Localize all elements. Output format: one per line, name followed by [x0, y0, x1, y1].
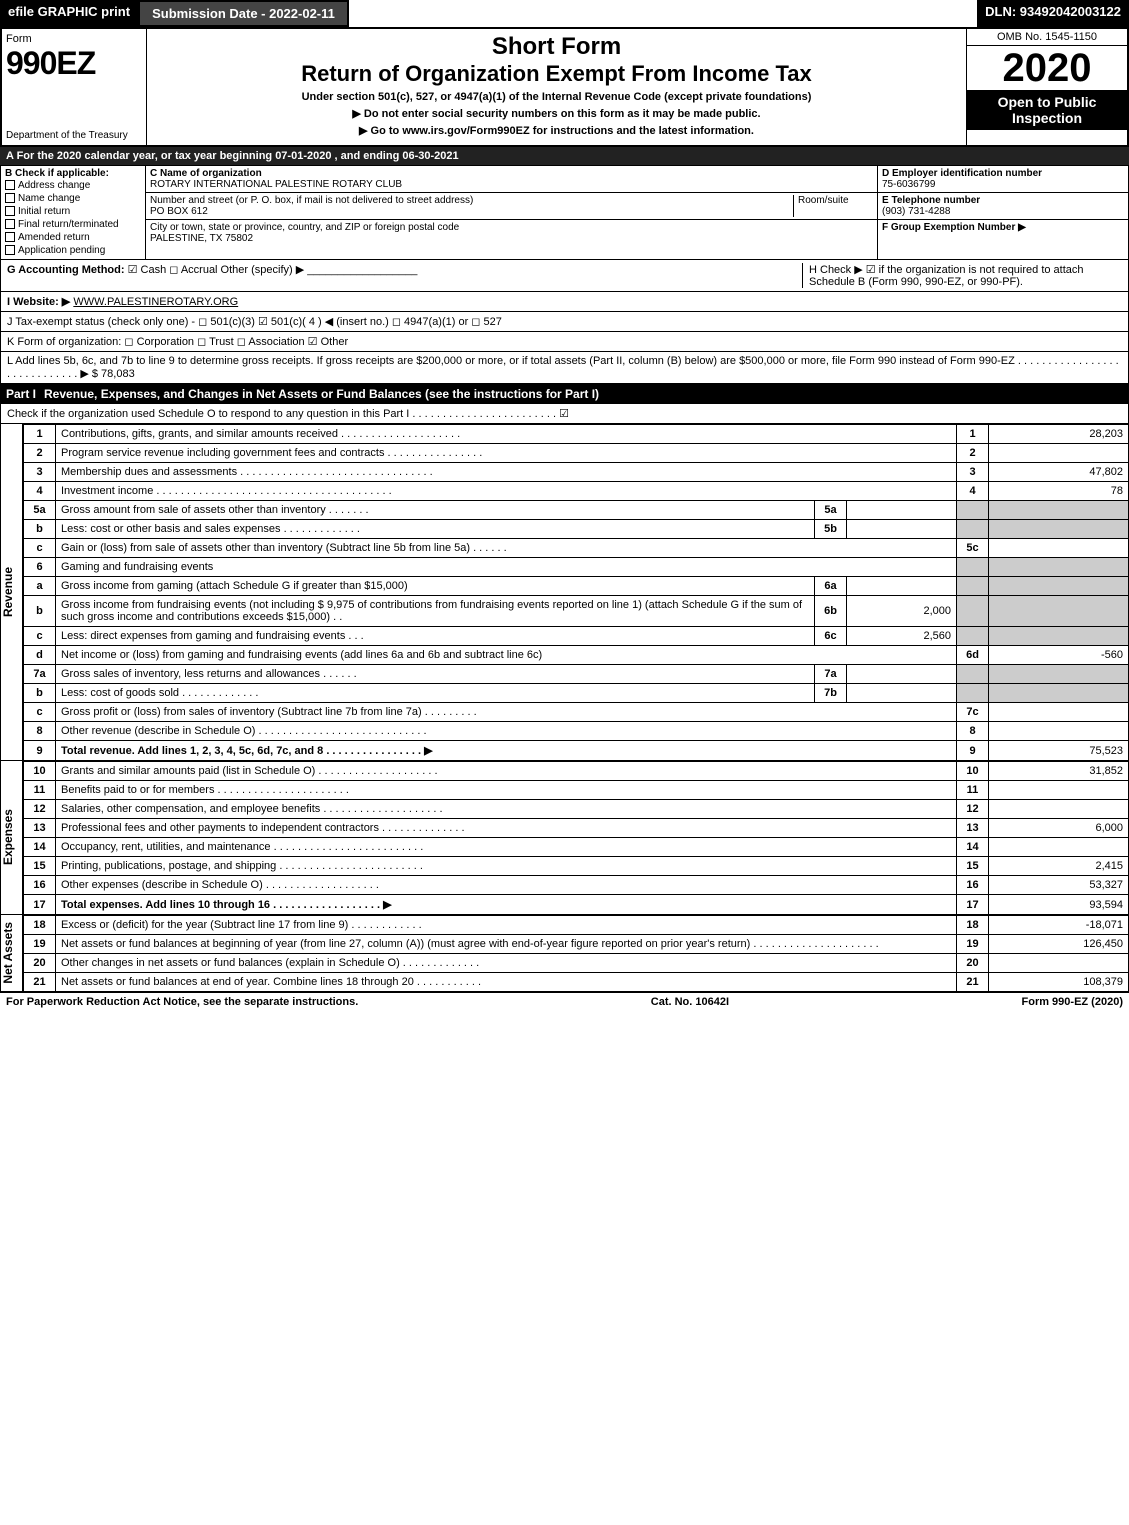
check-name-change[interactable]: Name change — [5, 192, 141, 205]
b-label: B Check if applicable: — [5, 168, 141, 179]
org-name: ROTARY INTERNATIONAL PALESTINE ROTARY CL… — [150, 179, 402, 190]
line-19: 19Net assets or fund balances at beginni… — [24, 935, 1129, 954]
top-bar: efile GRAPHIC print Submission Date - 20… — [0, 0, 1129, 27]
open-public: Open to Public Inspection — [967, 90, 1127, 130]
net-assets-side-label: Net Assets — [1, 915, 23, 992]
ein-value: 75-6036799 — [882, 179, 935, 190]
check-application-pending[interactable]: Application pending — [5, 244, 141, 257]
part-1-label: Part I — [6, 387, 44, 401]
line-3: 3Membership dues and assessments . . . .… — [24, 463, 1129, 482]
form-label: Form — [6, 33, 142, 45]
row-l: L Add lines 5b, 6c, and 7b to line 9 to … — [0, 352, 1129, 384]
part-1-title: Revenue, Expenses, and Changes in Net As… — [44, 387, 599, 401]
line-10: 10Grants and similar amounts paid (list … — [24, 762, 1129, 781]
line-14: 14Occupancy, rent, utilities, and mainte… — [24, 838, 1129, 857]
line-7b: bLess: cost of goods sold . . . . . . . … — [24, 684, 1129, 703]
col-c-org: C Name of organization ROTARY INTERNATIO… — [146, 166, 878, 259]
g-label: G Accounting Method: — [7, 264, 125, 276]
form-header: Form 990EZ Department of the Treasury Sh… — [0, 27, 1129, 147]
submission-date: Submission Date - 2022-02-11 — [138, 0, 349, 27]
line-8: 8Other revenue (describe in Schedule O) … — [24, 722, 1129, 741]
l-text: L Add lines 5b, 6c, and 7b to line 9 to … — [7, 355, 1119, 380]
line-7a: 7aGross sales of inventory, less returns… — [24, 665, 1129, 684]
line-6c: cLess: direct expenses from gaming and f… — [24, 627, 1129, 646]
phone-value: (903) 731-4288 — [882, 206, 950, 217]
line-7c: cGross profit or (loss) from sales of in… — [24, 703, 1129, 722]
line-6b: bGross income from fundraising events (n… — [24, 596, 1129, 627]
line-5a: 5aGross amount from sale of assets other… — [24, 501, 1129, 520]
line-6a: aGross income from gaming (attach Schedu… — [24, 577, 1129, 596]
l-value: 78,083 — [101, 368, 135, 380]
check-amended-return[interactable]: Amended return — [5, 231, 141, 244]
return-title: Return of Organization Exempt From Incom… — [151, 61, 962, 87]
h-check[interactable]: H Check ▶ ☑ if the organization is not r… — [802, 263, 1122, 288]
expenses-side-label: Expenses — [1, 761, 23, 915]
row-j[interactable]: J Tax-exempt status (check only one) - ◻… — [0, 312, 1129, 332]
part-1-check[interactable]: Check if the organization used Schedule … — [0, 404, 1129, 424]
c-label: C Name of organization — [150, 168, 262, 179]
line-11: 11Benefits paid to or for members . . . … — [24, 781, 1129, 800]
subtitle: Under section 501(c), 527, or 4947(a)(1)… — [151, 91, 962, 103]
website-value[interactable]: WWW.PALESTINEROTARY.ORG — [73, 296, 238, 308]
revenue-side-label: Revenue — [1, 424, 23, 761]
line-5b: bLess: cost or other basis and sales exp… — [24, 520, 1129, 539]
city-state-zip: PALESTINE, TX 75802 — [150, 233, 253, 244]
warning-1: ▶ Do not enter social security numbers o… — [151, 107, 962, 120]
check-address-change[interactable]: Address change — [5, 179, 141, 192]
line-5c: cGain or (loss) from sale of assets othe… — [24, 539, 1129, 558]
line-18: 18Excess or (deficit) for the year (Subt… — [24, 916, 1129, 935]
net-assets-table: 18Excess or (deficit) for the year (Subt… — [23, 915, 1129, 992]
e-label: E Telephone number — [882, 195, 980, 206]
line-20: 20Other changes in net assets or fund ba… — [24, 954, 1129, 973]
f-label: F Group Exemption Number ▶ — [882, 222, 1026, 233]
g-options[interactable]: ☑ Cash ◻ Accrual Other (specify) ▶ — [128, 264, 305, 276]
revenue-table: 1Contributions, gifts, grants, and simil… — [23, 424, 1129, 761]
row-i: I Website: ▶ WWW.PALESTINEROTARY.ORG — [0, 292, 1129, 312]
footer-cat-no: Cat. No. 10642I — [651, 996, 729, 1008]
line-15: 15Printing, publications, postage, and s… — [24, 857, 1129, 876]
check-initial-return[interactable]: Initial return — [5, 205, 141, 218]
form-number: 990EZ — [6, 45, 142, 82]
i-label: I Website: ▶ — [7, 296, 70, 308]
section-b: B Check if applicable: Address change Na… — [0, 165, 1129, 260]
footer-left: For Paperwork Reduction Act Notice, see … — [6, 996, 358, 1008]
col-d-e-f: D Employer identification number 75-6036… — [878, 166, 1128, 259]
city-label: City or town, state or province, country… — [150, 222, 459, 233]
line-6: 6Gaming and fundraising events — [24, 558, 1129, 577]
line-6d: dNet income or (loss) from gaming and fu… — [24, 646, 1129, 665]
efile-label[interactable]: efile GRAPHIC print — [0, 0, 138, 27]
expenses-table: 10Grants and similar amounts paid (list … — [23, 761, 1129, 915]
addr-label: Number and street (or P. O. box, if mail… — [150, 195, 473, 206]
line-1: 1Contributions, gifts, grants, and simil… — [24, 425, 1129, 444]
col-b-checks: B Check if applicable: Address change Na… — [1, 166, 146, 259]
row-a-tax-year: A For the 2020 calendar year, or tax yea… — [0, 147, 1129, 165]
line-2: 2Program service revenue including gover… — [24, 444, 1129, 463]
line-21: 21Net assets or fund balances at end of … — [24, 973, 1129, 992]
header-center: Short Form Return of Organization Exempt… — [147, 29, 967, 145]
header-right: OMB No. 1545-1150 2020 Open to Public In… — [967, 29, 1127, 145]
line-13: 13Professional fees and other payments t… — [24, 819, 1129, 838]
d-label: D Employer identification number — [882, 168, 1042, 179]
row-g-h: G Accounting Method: ☑ Cash ◻ Accrual Ot… — [0, 260, 1129, 292]
line-12: 12Salaries, other compensation, and empl… — [24, 800, 1129, 819]
department-label: Department of the Treasury — [6, 130, 142, 141]
line-9: 9Total revenue. Add lines 1, 2, 3, 4, 5c… — [24, 741, 1129, 761]
address: PO BOX 612 — [150, 206, 208, 217]
omb-number: OMB No. 1545-1150 — [967, 29, 1127, 46]
line-17: 17Total expenses. Add lines 10 through 1… — [24, 895, 1129, 915]
dln-label: DLN: 93492042003122 — [977, 0, 1129, 27]
line-4: 4Investment income . . . . . . . . . . .… — [24, 482, 1129, 501]
tax-year: 2020 — [967, 46, 1127, 90]
short-form-title: Short Form — [151, 33, 962, 61]
warning-2[interactable]: ▶ Go to www.irs.gov/Form990EZ for instru… — [151, 124, 962, 137]
room-suite-label: Room/suite — [793, 195, 873, 217]
page-footer: For Paperwork Reduction Act Notice, see … — [0, 992, 1129, 1011]
line-16: 16Other expenses (describe in Schedule O… — [24, 876, 1129, 895]
row-k[interactable]: K Form of organization: ◻ Corporation ◻ … — [0, 332, 1129, 352]
part-1-header: Part I Revenue, Expenses, and Changes in… — [0, 384, 1129, 404]
header-left: Form 990EZ Department of the Treasury — [2, 29, 147, 145]
footer-form-ref: Form 990-EZ (2020) — [1022, 996, 1123, 1008]
check-final-return[interactable]: Final return/terminated — [5, 218, 141, 231]
